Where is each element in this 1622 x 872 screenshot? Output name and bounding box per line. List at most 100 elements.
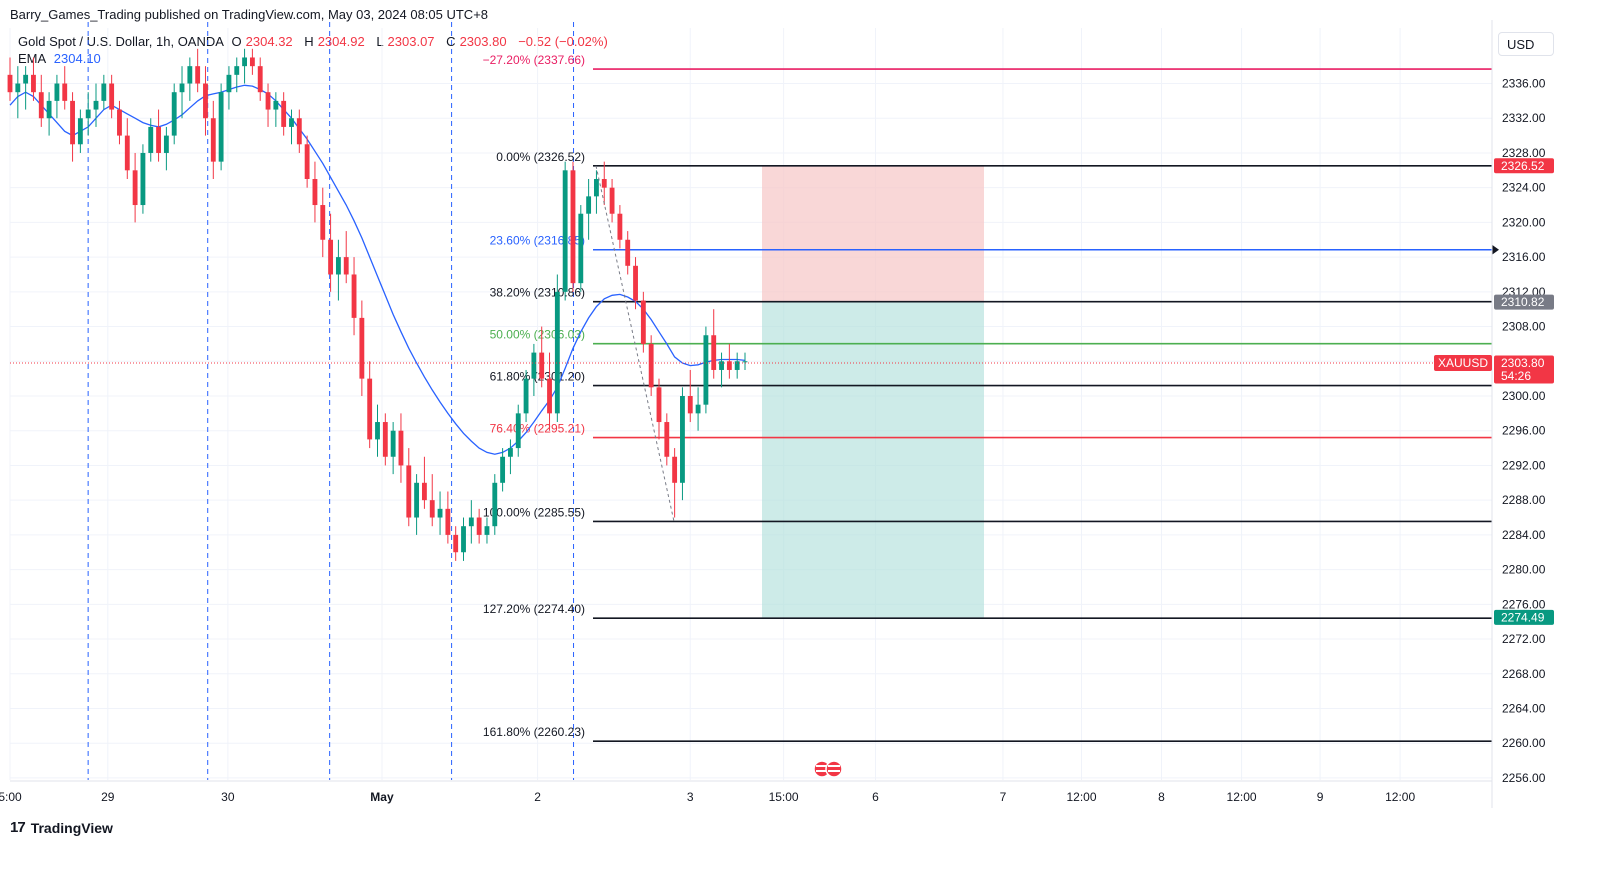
currency-button[interactable]: USD: [1498, 32, 1554, 56]
tradingview-mark-icon: 17: [10, 819, 26, 836]
candle-up: [695, 404, 701, 414]
candle-down: [421, 482, 427, 501]
session-breaks: [87, 22, 575, 780]
candle-up: [140, 152, 146, 206]
ema-legend[interactable]: EMA 2304.10: [18, 51, 105, 66]
candle-up: [101, 83, 107, 101]
candle-up: [523, 378, 529, 414]
candle-up: [77, 118, 83, 145]
candle-up: [46, 100, 52, 119]
candle-up: [508, 448, 513, 457]
time-tick-label: 12:00: [1227, 790, 1257, 804]
fib-level-label: 38.20% (2310.86): [490, 286, 585, 300]
candle-up: [23, 74, 29, 84]
fib-level-label: −27.20% (2337.66): [483, 53, 585, 67]
price-tick-label: 2312.00: [1502, 285, 1546, 299]
candle-down: [367, 378, 373, 440]
candle-down: [296, 118, 302, 145]
time-tick-label: 3: [687, 790, 694, 804]
flag-stripe: [816, 770, 828, 772]
time-tick-label: 12:00: [1066, 790, 1096, 804]
candle-up: [289, 118, 294, 127]
time-tick-label: 7: [1000, 790, 1007, 804]
candle-down: [406, 465, 412, 518]
price-badge-label: 2310.82: [1501, 295, 1545, 309]
candle-up: [554, 291, 560, 414]
candle-up: [335, 257, 341, 275]
candle-up: [85, 109, 91, 119]
candle-down: [476, 517, 482, 535]
grid: [9, 28, 1492, 780]
candle-down: [625, 239, 631, 266]
candle-up: [515, 413, 521, 449]
price-tick-label: 2268.00: [1502, 667, 1546, 681]
candle-up: [492, 482, 498, 527]
high-value: 2304.92: [317, 34, 365, 49]
candle-up: [531, 352, 537, 379]
fib-arrow-icon: [1492, 244, 1499, 255]
price-tick-label: 2256.00: [1502, 771, 1546, 785]
candle-down: [351, 274, 357, 318]
tradingview-logo[interactable]: 17 TradingView: [10, 819, 113, 836]
time-axis: 5:00 29 30 May 2 3 15:00 6 7 12:00 8 12:00 9 12:00: [0, 780, 1492, 804]
candle-up: [163, 135, 169, 153]
candle-down: [124, 135, 130, 171]
symbol-title: Gold Spot / U.S. Dollar, 1h, OANDA: [18, 34, 224, 49]
price-tick-label: 2308.00: [1502, 320, 1546, 334]
ema-value: 2304.10: [53, 51, 101, 66]
time-tick-label: 9: [1317, 790, 1324, 804]
open-label: O 2304.32: [231, 34, 293, 49]
price-tick-label: 2280.00: [1502, 563, 1546, 577]
flag-stripe: [816, 765, 828, 767]
close-label: C 2303.80: [446, 34, 507, 49]
candle-up: [719, 361, 724, 370]
chart-misc: [595, 165, 843, 778]
time-tick-label: 29: [101, 790, 115, 804]
candle-up: [15, 83, 21, 93]
open-value: 2304.32: [245, 34, 293, 49]
low-value: 2303.07: [387, 34, 435, 49]
candle-down: [156, 126, 161, 153]
candle-down: [203, 83, 208, 119]
flag-stripe: [828, 770, 840, 772]
candle-up: [93, 100, 99, 110]
price-tick-label: 2272.00: [1502, 632, 1546, 646]
fib-level-label: 100.00% (2285.55): [483, 505, 585, 519]
price-badge-label: 2326.52: [1501, 159, 1545, 173]
candle-down: [109, 83, 115, 110]
candle-down: [640, 300, 646, 344]
fib-level-label: 76.40% (2295.21): [490, 422, 585, 436]
time-tick-label: 15:00: [769, 790, 799, 804]
fib-level-label: 127.20% (2274.40): [483, 602, 585, 616]
candle-down: [343, 257, 349, 275]
position-zones: [762, 165, 984, 618]
candle-up: [680, 396, 685, 483]
fib-level-label: 23.60% (2316.85): [490, 234, 585, 248]
candle-up: [187, 66, 193, 84]
candle-down: [320, 205, 326, 240]
candle-up: [734, 361, 740, 370]
candle-down: [570, 170, 576, 284]
candle-down: [726, 361, 732, 370]
candle-down: [672, 456, 678, 483]
candle-up: [578, 213, 584, 284]
candle-down: [31, 74, 36, 93]
candle-down: [617, 213, 623, 240]
price-tick-label: 2276.00: [1502, 597, 1546, 611]
price-tick-label: 2296.00: [1502, 424, 1546, 438]
close-value: 2303.80: [459, 34, 507, 49]
candle-up: [179, 83, 185, 93]
low-label: L 2303.07: [376, 34, 435, 49]
price-tick-label: 2288.00: [1502, 493, 1546, 507]
candle-down: [609, 187, 615, 214]
candle-down: [445, 508, 451, 535]
candle-down: [547, 378, 552, 414]
symbol-legend[interactable]: Gold Spot / U.S. Dollar, 1h, OANDA O 2304…: [18, 34, 612, 49]
candle-down: [453, 534, 459, 553]
price-tick-label: 2284.00: [1502, 528, 1546, 542]
price-badge: [1494, 609, 1554, 625]
price-tick-label: 2264.00: [1502, 701, 1546, 715]
time-tick-label: 6: [872, 790, 879, 804]
